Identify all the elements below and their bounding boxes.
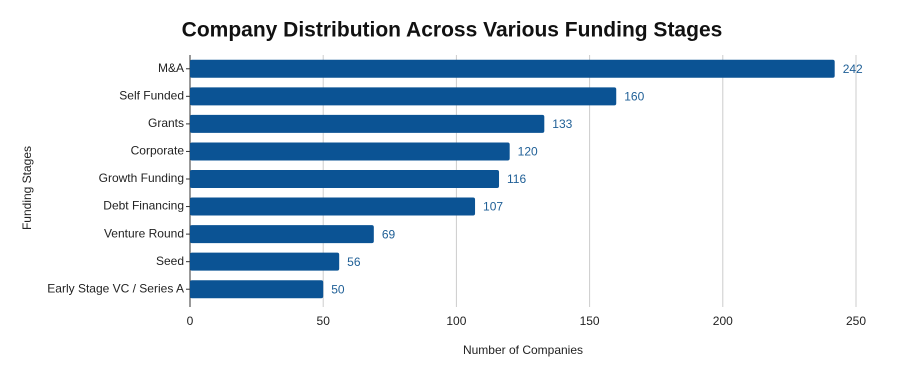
bar [190,252,340,271]
value-label: 69 [382,227,396,241]
x-tick-label: 150 [580,314,600,328]
x-axis-label: Number of Companies [463,343,583,357]
value-label: 50 [331,282,345,296]
bar [190,280,324,299]
y-axis-label: Funding Stages [20,146,34,230]
bar [190,225,374,244]
bar [190,170,500,188]
bar [190,197,476,216]
y-tick-label: Debt Financing [103,199,184,213]
value-label: 242 [843,62,863,76]
x-tick-label: 250 [846,314,866,328]
y-tick-label: Self Funded [119,89,184,103]
value-label: 107 [483,200,503,214]
y-tick-label: Growth Funding [99,171,184,185]
y-tick-label: Seed [156,254,184,268]
bar [190,87,617,106]
y-tick-label: Venture Round [104,226,184,240]
y-tick-label: Early Stage VC / Series A [47,281,184,295]
value-label: 133 [552,117,572,131]
y-tick-label: M&A [158,61,184,75]
y-tick-label: Corporate [131,144,185,158]
x-tick-label: 0 [187,314,194,328]
x-tick-label: 200 [713,314,733,328]
bar [190,114,545,133]
value-label: 116 [507,172,526,186]
value-label: 56 [347,255,361,269]
chart-title: Company Distribution Across Various Fund… [182,19,723,42]
x-tick-label: 100 [446,314,466,328]
bar [190,59,835,78]
bar [190,142,510,161]
value-label: 120 [518,145,538,159]
x-tick-label: 50 [317,314,331,328]
value-label: 160 [624,90,644,104]
y-tick-label: Grants [148,116,184,130]
